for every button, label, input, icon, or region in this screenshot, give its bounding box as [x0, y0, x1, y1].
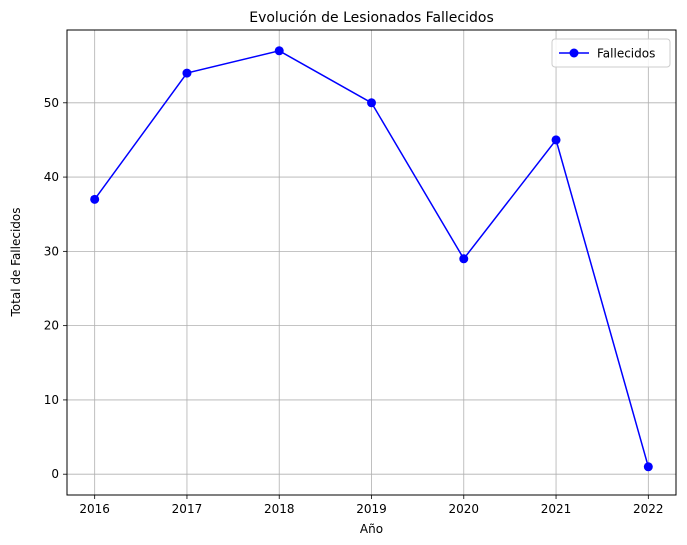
x-tick-label: 2021 — [541, 502, 572, 516]
x-tick-label: 2017 — [172, 502, 203, 516]
y-tick-label: 40 — [44, 170, 59, 184]
x-axis-ticks: 2016 2017 2018 2019 2020 2021 2022 — [79, 495, 664, 516]
x-tick-label: 2020 — [448, 502, 479, 516]
y-axis-ticks: 0 10 20 30 40 50 — [44, 96, 67, 481]
data-point — [182, 68, 192, 78]
legend-box — [551, 38, 671, 68]
data-point — [643, 462, 653, 472]
x-tick-label: 2016 — [79, 502, 110, 516]
chart-title: Evolución de Lesionados Fallecidos — [249, 10, 494, 26]
y-axis-label: Total de Fallecidos — [9, 207, 23, 317]
data-point — [274, 46, 284, 56]
y-tick-label: 30 — [44, 244, 59, 258]
y-tick-label: 20 — [44, 319, 59, 333]
data-point — [459, 254, 469, 264]
data-point — [551, 135, 561, 145]
x-axis-label: Año — [360, 522, 383, 536]
x-tick-label: 2019 — [356, 502, 387, 516]
data-point — [90, 194, 100, 204]
legend-label-fallecidos: Fallecidos — [597, 47, 655, 61]
y-tick-label: 10 — [44, 393, 59, 407]
legend: Fallecidos — [551, 38, 671, 68]
series-layer — [90, 46, 653, 472]
x-tick-label: 2018 — [264, 502, 295, 516]
data-point — [367, 98, 376, 108]
legend-marker-swatch — [569, 48, 579, 58]
y-tick-label: 0 — [51, 467, 59, 481]
x-tick-label: 2022 — [633, 502, 664, 516]
y-tick-label: 50 — [44, 96, 59, 110]
